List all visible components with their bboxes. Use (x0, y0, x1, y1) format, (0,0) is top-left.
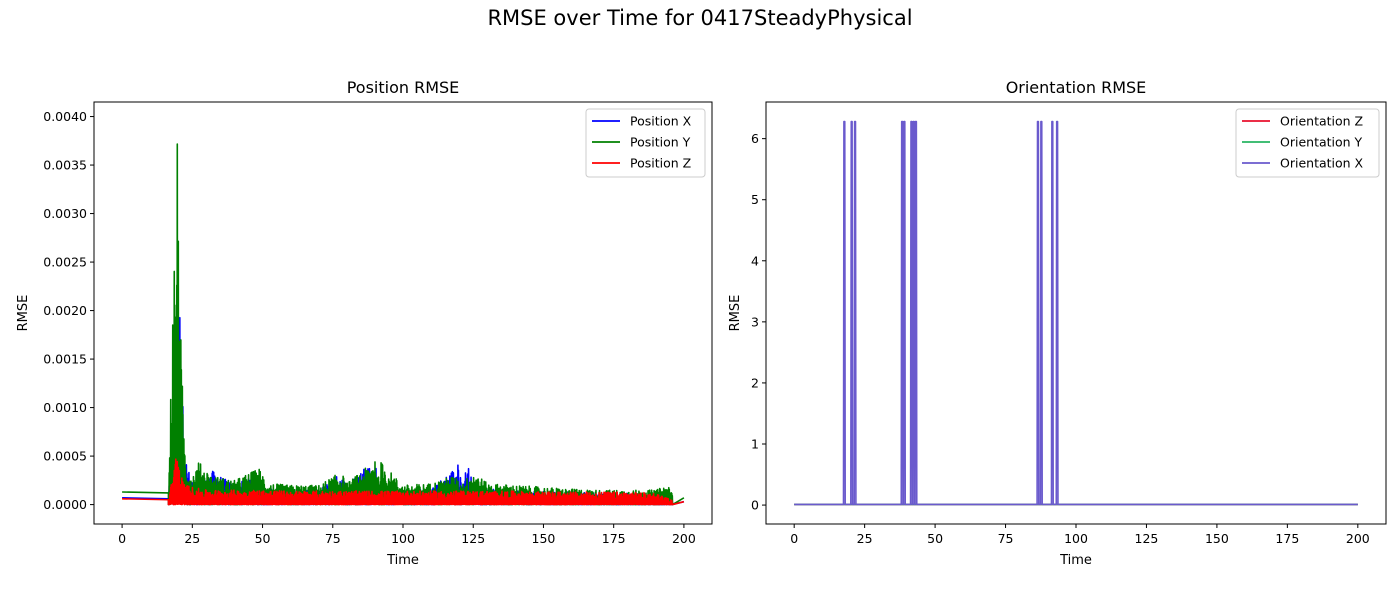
x-tick-label: 25 (184, 531, 200, 546)
x-tick-label: 125 (461, 531, 485, 546)
figure-title: RMSE over Time for 0417SteadyPhysical (487, 6, 913, 30)
x-tick-label: 25 (857, 531, 873, 546)
y-tick-label: 0.0010 (43, 400, 87, 415)
x-tick-label: 150 (532, 531, 556, 546)
y-tick-label: 3 (751, 314, 759, 329)
legend-box (1235, 108, 1380, 178)
y-tick-label: 0.0040 (43, 109, 87, 124)
x-tick-label: 125 (1135, 531, 1159, 546)
legend: Orientation Z Orientation Y Orientation X (1235, 108, 1380, 178)
y-tick-label: 0.0025 (43, 255, 87, 270)
y-tick-label: 0.0015 (43, 352, 87, 367)
x-axis-label: Time (386, 553, 419, 568)
x-tick-label: 150 (1205, 531, 1229, 546)
x-tick-label: 75 (325, 531, 341, 546)
y-tick-label: 0.0035 (43, 158, 87, 173)
x-tick-label: 50 (927, 531, 943, 546)
y-tick-label: 1 (751, 436, 759, 451)
legend-label-position-z: Position Z (630, 156, 691, 171)
y-tick-label: 6 (751, 131, 759, 146)
y-tick-label: 0.0000 (43, 497, 87, 512)
legend: Position X Position Y Position Z (585, 108, 706, 178)
panel-title: Position RMSE (347, 78, 460, 97)
legend-label-orientation-z: Orientation Z (1280, 114, 1363, 129)
y-tick-label: 4 (751, 253, 759, 268)
series-line-position-z (122, 458, 685, 506)
legend-label-position-y: Position Y (630, 135, 691, 150)
x-tick-label: 100 (1064, 531, 1088, 546)
legend-box (585, 108, 706, 178)
x-axis-label: Time (1059, 553, 1092, 568)
x-tick-label: 0 (790, 531, 798, 546)
series-group (794, 120, 1358, 506)
x-tick-label: 175 (602, 531, 626, 546)
series-line-orientation-x (794, 120, 1358, 506)
x-tick-label: 200 (1346, 531, 1370, 546)
position-rmse-panel: Position RMSE 0 25 50 75 100 125 150 175 200 0.000… (16, 78, 713, 568)
y-tick-label: 0.0005 (43, 449, 87, 464)
x-tick-label: 200 (672, 531, 696, 546)
x-tick-label: 75 (998, 531, 1014, 546)
y-axis-label: RMSE (728, 295, 743, 332)
x-tick-label: 175 (1275, 531, 1299, 546)
y-tick-label: 0.0030 (43, 206, 87, 221)
x-tick-label: 100 (391, 531, 415, 546)
y-axis-label: RMSE (16, 295, 31, 332)
legend-label-position-x: Position X (630, 114, 692, 129)
x-tick-label: 0 (118, 531, 126, 546)
series-group (122, 143, 685, 506)
y-tick-label: 0 (751, 498, 759, 513)
legend-label-orientation-x: Orientation X (1280, 156, 1364, 171)
y-tick-label: 5 (751, 192, 759, 207)
legend-label-orientation-y: Orientation Y (1280, 135, 1363, 150)
series-line-position-y (122, 143, 685, 506)
panel-title: Orientation RMSE (1006, 78, 1147, 97)
x-tick-label: 50 (255, 531, 271, 546)
y-tick-label: 2 (751, 375, 759, 390)
y-tick-label: 0.0020 (43, 303, 87, 318)
